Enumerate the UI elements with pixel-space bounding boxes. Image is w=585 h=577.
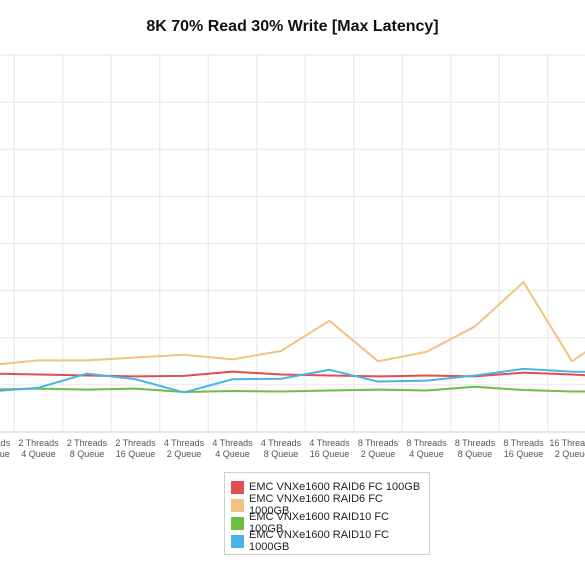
x-tick-threads: 2 Threads <box>67 438 108 448</box>
x-tick-threads: 16 Threads <box>549 438 585 448</box>
x-tick-queue: 8 Queue <box>458 449 493 459</box>
x-tick-queue: 2 Queue <box>555 449 585 459</box>
x-tick-queue: 16 Queue <box>504 449 544 459</box>
legend-item[interactable]: EMC VNXe1600 RAID6 FC 100GB <box>231 478 423 496</box>
x-tick-queue: 4 Queue <box>215 449 250 459</box>
x-tick-threads: 4 Threads <box>212 438 253 448</box>
x-tick-queue: 16 Queue <box>0 449 10 459</box>
x-tick-queue: 16 Queue <box>310 449 350 459</box>
legend-swatch <box>231 480 244 494</box>
x-tick-threads: 8 Threads <box>358 438 399 448</box>
legend-swatch <box>231 516 244 530</box>
x-tick-queue: 16 Queue <box>116 449 156 459</box>
legend-label: EMC VNXe1600 RAID6 FC 1000GB <box>249 493 383 517</box>
x-tick-threads: 4 Threads <box>164 438 205 448</box>
legend-item[interactable]: EMC VNXe1600 RAID10 FC 1000GB <box>231 529 423 553</box>
x-tick-threads: 8 Threads <box>503 438 544 448</box>
series-line-4 <box>0 367 585 394</box>
x-tick-threads: 8 Threads <box>406 438 447 448</box>
x-tick-queue: 2 Queue <box>167 449 202 459</box>
legend-item[interactable]: EMC VNXe1600 RAID6 FC 1000GB <box>231 493 423 517</box>
x-tick-queue: 8 Queue <box>70 449 105 459</box>
legend-item[interactable]: EMC VNXe1600 RAID10 FC 100GB <box>231 511 423 535</box>
x-tick-threads: 2 Threads <box>115 438 156 448</box>
x-tick-threads: 1 Threads <box>0 438 11 448</box>
x-tick-threads: 4 Threads <box>309 438 350 448</box>
legend-label: EMC VNXe1600 RAID6 FC 100GB <box>249 481 421 493</box>
legend: EMC VNXe1600 RAID6 FC 100GB EMC VNXe1600 … <box>224 472 430 555</box>
series-line-2 <box>0 281 585 366</box>
x-tick-queue: 2 Queue <box>361 449 396 459</box>
legend-label: EMC VNXe1600 RAID10 FC 1000GB <box>249 529 389 553</box>
legend-swatch <box>231 534 244 548</box>
x-tick-threads: 2 Threads <box>18 438 59 448</box>
chart-title: 8K 70% Read 30% Write [Max Latency] <box>146 18 439 35</box>
series-lines <box>0 281 585 394</box>
legend-swatch <box>231 498 244 512</box>
grid <box>0 54 585 433</box>
x-tick-threads: 4 Threads <box>261 438 302 448</box>
x-tick-threads: 8 Threads <box>455 438 496 448</box>
x-tick-queue: 4 Queue <box>21 449 56 459</box>
legend-label: EMC VNXe1600 RAID10 FC 100GB <box>249 511 389 535</box>
series-line-3 <box>0 385 585 393</box>
x-tick-queue: 8 Queue <box>264 449 299 459</box>
x-tick-queue: 4 Queue <box>409 449 444 459</box>
